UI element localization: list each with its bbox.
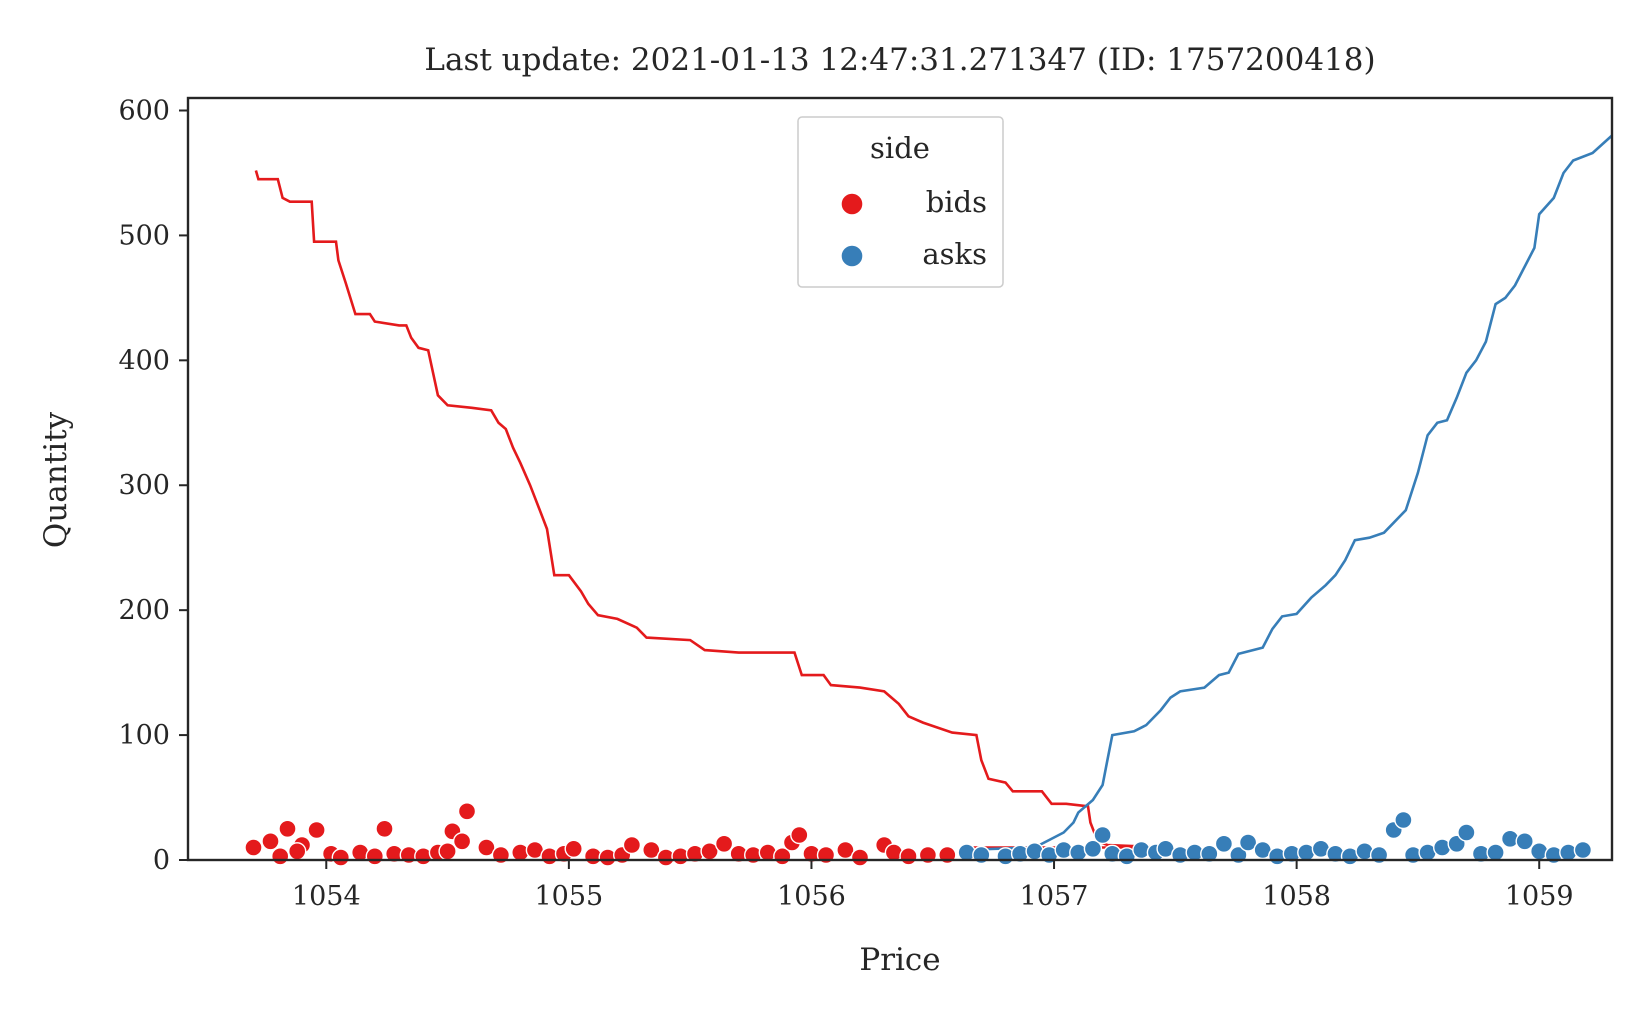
asks-point-31 — [1394, 810, 1413, 830]
bids-point-8 — [331, 848, 350, 867]
y-tick-label-2: 200 — [118, 595, 170, 626]
x-tick-label-2: 1056 — [777, 881, 846, 912]
x-axis-label: Price — [859, 942, 940, 978]
bids-point-20 — [477, 838, 496, 857]
legend-box — [797, 116, 1004, 288]
y-tick-label-0: 0 — [153, 845, 170, 876]
y-axis-label: Quantity — [38, 411, 74, 548]
bids-point-4 — [307, 820, 326, 840]
x-tick-label-3: 1057 — [1020, 881, 1089, 912]
legend-title: side — [870, 131, 930, 165]
y-tick-label-3: 300 — [118, 470, 170, 501]
legend-marker-asks — [840, 244, 864, 268]
bids-point-17 — [452, 832, 472, 851]
bids-point-18 — [457, 802, 477, 821]
y-tick-label-4: 400 — [118, 345, 170, 376]
bids-cumulative-line — [254, 170, 1156, 849]
legend-label-asks: asks — [922, 237, 987, 271]
bids-point-0 — [244, 838, 263, 857]
bids-point-1 — [261, 832, 280, 851]
bids-point-36 — [714, 834, 734, 853]
asks-point-9 — [1093, 825, 1112, 845]
y-tick-label-1: 100 — [118, 720, 170, 751]
asks-point-38 — [1486, 843, 1505, 862]
chart-title: Last update: 2021-01-13 12:47:31.271347 … — [424, 42, 1375, 78]
bids-point-31 — [642, 840, 661, 860]
y-tick-label-5: 500 — [118, 220, 170, 251]
bids-point-10 — [365, 847, 384, 866]
bids-point-49 — [899, 847, 918, 866]
x-tick-label-4: 1058 — [1262, 881, 1331, 912]
y-tick-label-6: 600 — [118, 95, 170, 126]
bids-point-19 — [438, 842, 457, 861]
asks-cumulative-line — [961, 134, 1613, 852]
bids-point-2 — [278, 819, 297, 838]
asks-point-36 — [1457, 823, 1476, 842]
asks-point-8 — [1083, 839, 1103, 858]
bids-point-46 — [850, 848, 870, 867]
bids-point-6 — [288, 842, 307, 861]
x-tick-label-1: 1055 — [535, 881, 604, 912]
legend-marker-bids — [840, 192, 864, 216]
plot-frame — [186, 96, 1614, 862]
bids-point-5 — [271, 847, 290, 866]
bids-point-45 — [836, 840, 855, 860]
asks-point-20 — [1238, 833, 1258, 852]
x-tick-label-5: 1059 — [1505, 881, 1574, 912]
axes: 1054 1055 1056 1057 1058 1059 0 100 200 300 400 500… — [118, 95, 1614, 912]
bids-point-30 — [622, 835, 642, 855]
legend: side bids asks — [797, 116, 1004, 288]
bids-point-26 — [564, 839, 583, 858]
x-tick-label-0: 1054 — [292, 881, 361, 912]
bids-point-11 — [375, 819, 394, 838]
asks-point-18 — [1214, 834, 1234, 853]
legend-label-bids: bids — [926, 185, 987, 219]
asks-point-17 — [1200, 844, 1219, 863]
asks-point-40 — [1515, 832, 1534, 851]
asks-point-44 — [1573, 840, 1593, 860]
bids-point-42 — [790, 825, 809, 845]
